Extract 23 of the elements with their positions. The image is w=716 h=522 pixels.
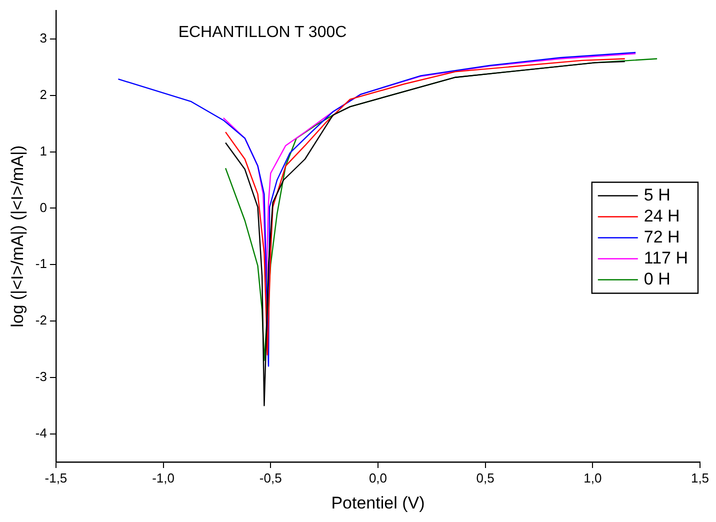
y-tick-label: 2 bbox=[40, 86, 47, 102]
legend-label: 72 H bbox=[644, 227, 680, 246]
y-tick-label: -2 bbox=[35, 312, 47, 328]
text: ECHANTILLON T 300C bbox=[178, 24, 347, 42]
legend-label: 0 H bbox=[644, 269, 670, 288]
x-tick-label: 1,0 bbox=[584, 470, 602, 486]
y-tick-label: 3 bbox=[40, 30, 47, 46]
x-tick-label: -1,5 bbox=[44, 470, 68, 486]
x-axis-title: Potentiel (V) bbox=[331, 493, 425, 512]
y-axis-title: log (|<I>/mA|) (|<I>/mA|) bbox=[8, 145, 27, 328]
x-tick-label: 1,5 bbox=[690, 470, 710, 486]
x-tick-label: 0,5 bbox=[476, 470, 494, 486]
y-tick-label: 1 bbox=[40, 143, 47, 158]
y-tick-label: -4 bbox=[35, 425, 47, 440]
legend-label: 24 H bbox=[644, 206, 680, 226]
legend-label: 117 H bbox=[644, 248, 688, 268]
legend-label: 5 H bbox=[644, 185, 670, 204]
y-tick-label: -3 bbox=[35, 368, 47, 384]
x-tick-label: -0,5 bbox=[259, 470, 282, 486]
x-tick-label: 0,0 bbox=[368, 470, 388, 486]
x-tick-label: -1,0 bbox=[152, 470, 174, 486]
y-tick-label: 0 bbox=[40, 200, 47, 215]
y-tick-label: -1 bbox=[35, 256, 47, 272]
